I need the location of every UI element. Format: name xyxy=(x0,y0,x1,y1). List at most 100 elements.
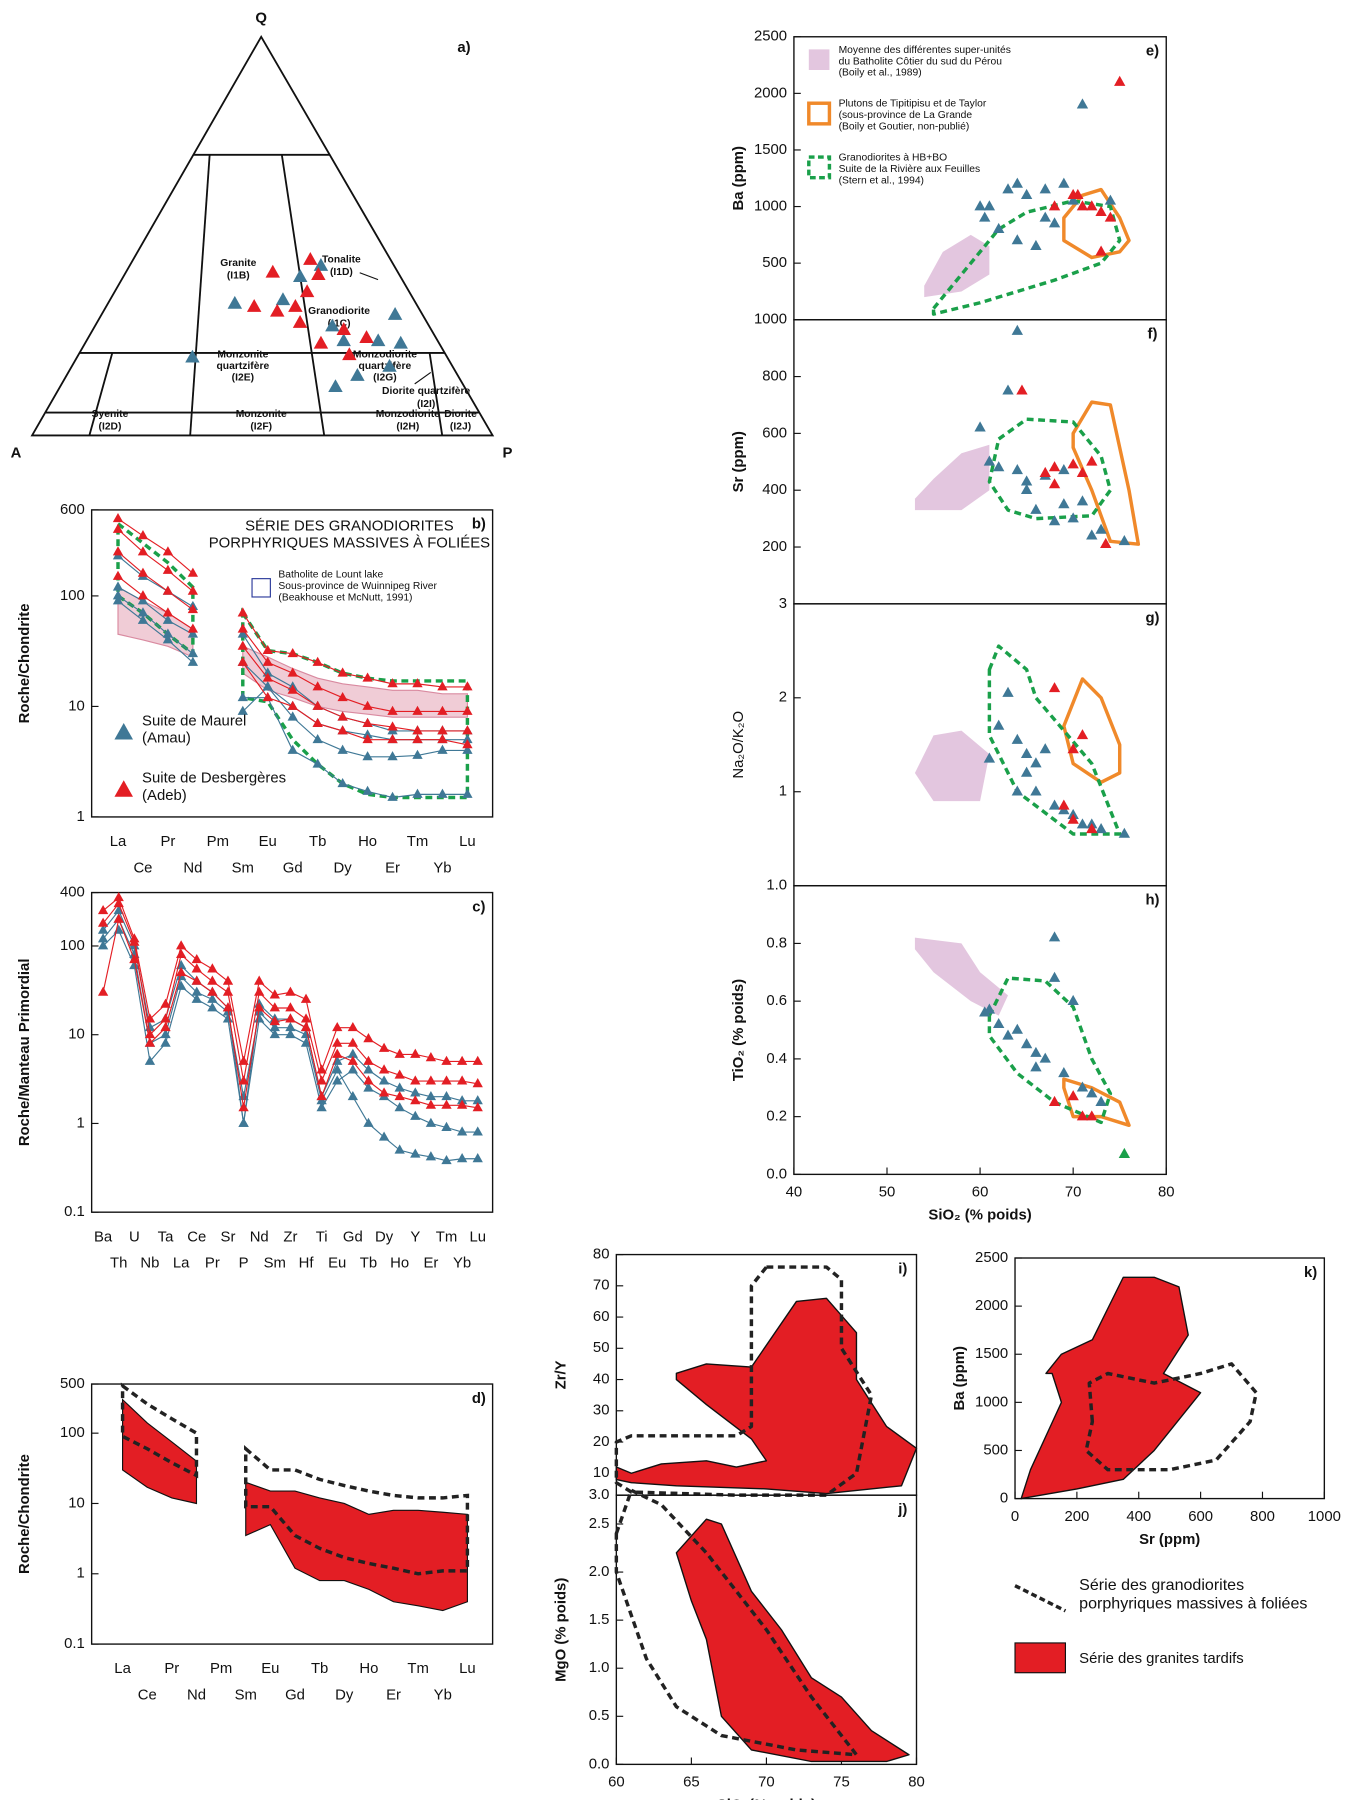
x-tick-label: Pm xyxy=(207,834,229,850)
field xyxy=(931,199,1122,316)
field xyxy=(615,1297,918,1495)
data-point xyxy=(974,421,986,432)
y-tick-label: 2500 xyxy=(975,1250,1008,1266)
data-point xyxy=(1118,1147,1131,1158)
data-point xyxy=(316,1091,327,1101)
data-point xyxy=(97,904,109,915)
data-point xyxy=(1067,743,1079,754)
data-point xyxy=(363,1075,374,1085)
data-point xyxy=(462,744,473,754)
data-point xyxy=(300,1028,312,1039)
data-point xyxy=(363,1117,374,1127)
panel-label: i) xyxy=(898,1261,907,1277)
data-point xyxy=(1095,205,1107,216)
band xyxy=(244,1445,470,1576)
field xyxy=(987,644,1122,836)
data-point xyxy=(97,933,109,943)
data-point xyxy=(1076,729,1089,740)
y-tick-label: 800 xyxy=(762,369,787,385)
x-tick-label: Nb xyxy=(140,1256,159,1272)
x-tick-label: Nd xyxy=(187,1688,206,1704)
series-line xyxy=(102,896,478,1073)
field xyxy=(914,730,990,802)
y-axis-label: Na₂O/K₂O xyxy=(731,711,747,779)
data-point xyxy=(983,200,996,211)
data-point xyxy=(979,1006,991,1017)
x-tick-label: Dy xyxy=(334,860,353,876)
series-line xyxy=(117,528,468,713)
x-tick-label: Gd xyxy=(285,1688,305,1704)
data-point xyxy=(112,590,124,600)
data-point xyxy=(162,607,174,617)
plot-frame xyxy=(793,603,1167,887)
x-tick-label: La xyxy=(110,834,127,850)
y-axis-label: Sr (ppm) xyxy=(731,431,747,492)
data-point xyxy=(238,1055,249,1065)
plot-frame xyxy=(1014,1257,1326,1500)
data-point xyxy=(312,733,323,744)
data-point xyxy=(462,733,473,744)
x-tick-label: Lu xyxy=(459,1661,476,1677)
x-tick-label: Ho xyxy=(359,1661,378,1677)
x-tick-label: Yb xyxy=(453,1256,471,1272)
field-label: Monzodiorite quartzifère (I2G) xyxy=(352,348,418,384)
data-point xyxy=(1030,1061,1042,1072)
data-point xyxy=(1076,200,1089,211)
data-point xyxy=(160,1021,171,1032)
legend-label-box: Suite de Maurel (Amau) xyxy=(142,713,246,746)
data-point xyxy=(1072,188,1084,200)
x-tick-label: Pr xyxy=(205,1256,220,1272)
data-point xyxy=(456,1153,468,1163)
data-point xyxy=(1067,458,1079,469)
data-point xyxy=(394,1091,405,1101)
data-point xyxy=(227,295,243,309)
data-point xyxy=(1011,785,1023,796)
field-label-box: Monzonite (I2F) xyxy=(236,408,287,431)
data-point xyxy=(362,751,373,761)
x-tick-label: Gd xyxy=(343,1229,363,1245)
data-point xyxy=(97,917,109,927)
data-point xyxy=(1011,464,1023,475)
legend-label-box: Granodiorites à HB+BO Suite de la Rivièr… xyxy=(839,151,981,186)
y-tick-label: 2500 xyxy=(754,29,787,45)
panel-label: g) xyxy=(1145,611,1159,627)
data-point xyxy=(222,1002,234,1012)
field-boundary xyxy=(428,352,444,436)
x-tick-label: Y xyxy=(410,1229,420,1245)
y-tick-label: 0 xyxy=(1000,1491,1008,1507)
x-tick-label: Hf xyxy=(299,1256,315,1272)
field xyxy=(1062,1077,1131,1128)
data-point xyxy=(129,936,140,946)
x-tick-label: Tb xyxy=(309,834,326,850)
data-point xyxy=(387,705,398,715)
data-point xyxy=(394,1048,405,1058)
field-label-box: Diorite (I2J) xyxy=(444,408,477,431)
data-point xyxy=(1011,234,1023,245)
data-point xyxy=(1002,686,1014,697)
field-label: Monzodiorite (I2H) xyxy=(375,408,440,432)
data-point xyxy=(425,1151,437,1161)
series-line xyxy=(117,551,468,732)
data-point xyxy=(993,1017,1005,1029)
y-tick-label: 2 xyxy=(779,690,787,706)
data-point xyxy=(1095,823,1107,834)
data-point xyxy=(393,335,408,349)
data-point xyxy=(1048,682,1061,693)
y-tick-label: 100 xyxy=(60,938,85,954)
data-point xyxy=(425,1117,437,1127)
data-point xyxy=(292,315,308,328)
y-tick-label: 100 xyxy=(60,588,85,604)
data-point xyxy=(337,725,348,735)
data-point xyxy=(237,623,248,633)
data-point xyxy=(1067,1090,1079,1101)
x-tick-label: Lu xyxy=(459,834,476,850)
y-tick-label: 0.4 xyxy=(766,1051,787,1067)
data-point xyxy=(328,379,343,393)
data-point xyxy=(1011,177,1023,188)
data-point xyxy=(262,681,273,691)
data-point xyxy=(1118,535,1131,546)
field xyxy=(1062,677,1122,785)
data-point xyxy=(313,257,329,271)
y-axis-label: Ba (ppm) xyxy=(952,1346,968,1411)
x-tick-label: Eu xyxy=(328,1256,346,1272)
